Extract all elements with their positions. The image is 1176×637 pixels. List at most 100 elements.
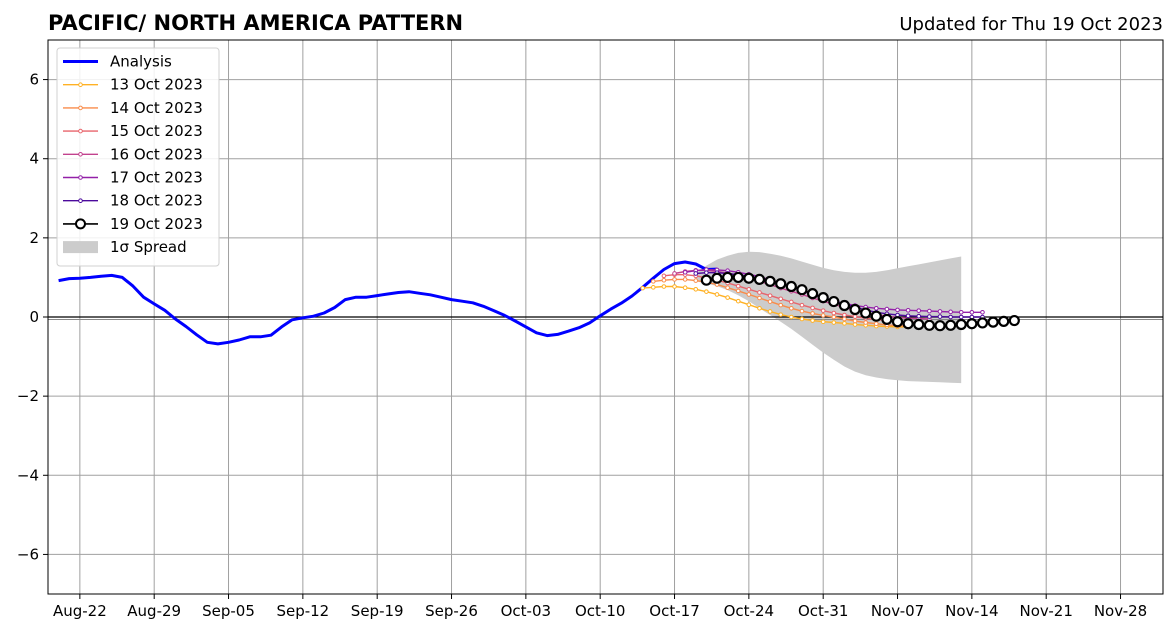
forecast-point (767, 309, 773, 314)
forecast-point (948, 309, 953, 315)
forecast-point (927, 308, 932, 314)
forecast-point (704, 289, 709, 294)
forecast-point (735, 298, 741, 304)
forecast-point (934, 320, 946, 332)
x-tick-label: Aug-29 (127, 602, 181, 620)
x-tick-label: Sep-26 (425, 602, 478, 620)
forecast-point (966, 318, 978, 330)
forecast-point (711, 272, 723, 284)
analysis-line (58, 260, 718, 346)
forecast-point (757, 290, 762, 295)
forecast-point (948, 314, 953, 320)
forecast-point (828, 295, 840, 308)
forecast-point (905, 307, 911, 313)
forecast-point (863, 320, 868, 325)
forecast-point (799, 308, 805, 314)
forecast-point (1008, 314, 1020, 327)
forecast-point (725, 295, 730, 300)
legend-marker (78, 152, 83, 157)
forecast-point (810, 305, 815, 311)
forecast-point (842, 316, 847, 322)
forecast-point (732, 271, 744, 284)
x-tick-label: Sep-12 (276, 602, 329, 620)
forecast-point (799, 316, 805, 322)
forecast-point (842, 321, 847, 326)
forecast-point (799, 302, 805, 308)
forecast-point (852, 314, 858, 319)
forecast-point (661, 273, 667, 279)
forecast-point (927, 314, 932, 319)
x-tick-label: Nov-21 (1020, 602, 1073, 620)
forecast-point (735, 288, 741, 294)
forecast-series (700, 271, 1020, 332)
x-tick-label: Nov-28 (1094, 602, 1147, 620)
forecast-point (693, 287, 699, 292)
forecast-point (682, 277, 688, 282)
forecast-point (806, 288, 819, 300)
forecast-point (870, 310, 882, 322)
forecast-point (682, 285, 688, 291)
forecast-point (955, 318, 967, 331)
legend-marker (75, 218, 86, 230)
forecast-point (842, 312, 847, 318)
chart-title: PACIFIC/ NORTH AMERICA PATTERN (48, 11, 463, 35)
forecast-point (682, 269, 688, 275)
forecast-point (743, 272, 755, 284)
forecast-point (778, 302, 784, 308)
forecast-point (735, 283, 741, 289)
forecast-point (831, 320, 837, 325)
forecast-point (913, 318, 925, 331)
forecast-point (650, 279, 656, 284)
forecast-point (852, 322, 858, 327)
x-tick-label: Sep-19 (351, 602, 404, 620)
forecast-point (873, 305, 879, 311)
x-tick-label: Oct-17 (649, 602, 699, 620)
legend-marker (78, 105, 83, 111)
legend-marker (78, 198, 83, 203)
forecast-point (976, 317, 989, 329)
forecast-point (998, 315, 1010, 327)
y-tick-label: 0 (29, 308, 39, 326)
forecast-point (958, 309, 964, 315)
forecast-point (884, 306, 890, 312)
axes: Aug-22 Aug-29 Sep-05 Sep-12 Sep-19 Sep-26 Oct-… (17, 71, 1147, 620)
forecast-point (778, 296, 784, 302)
forecast-point (849, 303, 861, 316)
forecast-point (891, 316, 904, 328)
forecast-point (764, 275, 776, 287)
forecast-point (753, 273, 766, 286)
forecast-point (757, 295, 762, 301)
forecast-point (820, 313, 826, 318)
forecast-point (672, 271, 677, 276)
forecast-point (810, 318, 815, 323)
forecast-point (767, 299, 773, 304)
forecast-point (881, 313, 893, 325)
forecast-point (785, 280, 797, 293)
x-tick-label: Nov-07 (871, 602, 924, 620)
forecast-point (987, 316, 999, 328)
forecast-point (661, 284, 667, 289)
chart-subtitle: Updated for Thu 19 Oct 2023 (899, 14, 1163, 35)
forecast-point (945, 319, 957, 331)
forecast-point (789, 314, 794, 320)
forecast-point (661, 277, 667, 283)
forecast-point (746, 287, 752, 292)
forecast-point (937, 314, 943, 319)
forecast-point (650, 285, 656, 290)
y-tick-label: 2 (29, 229, 39, 247)
forecast-point (775, 278, 787, 290)
legend-marker (78, 82, 83, 87)
forecast-point (700, 274, 712, 286)
y-tick-label: −2 (17, 387, 39, 405)
x-tick-label: Oct-24 (724, 602, 774, 620)
forecast-point (902, 318, 914, 330)
legend-label: 19 Oct 2023 (110, 215, 203, 233)
forecast-point (831, 314, 837, 320)
forecast-point (860, 307, 872, 319)
forecast-point (725, 285, 730, 291)
forecast-point (767, 293, 773, 298)
y-tick-label: −4 (17, 466, 39, 484)
forecast-point (789, 305, 794, 311)
forecast-point (778, 312, 784, 317)
